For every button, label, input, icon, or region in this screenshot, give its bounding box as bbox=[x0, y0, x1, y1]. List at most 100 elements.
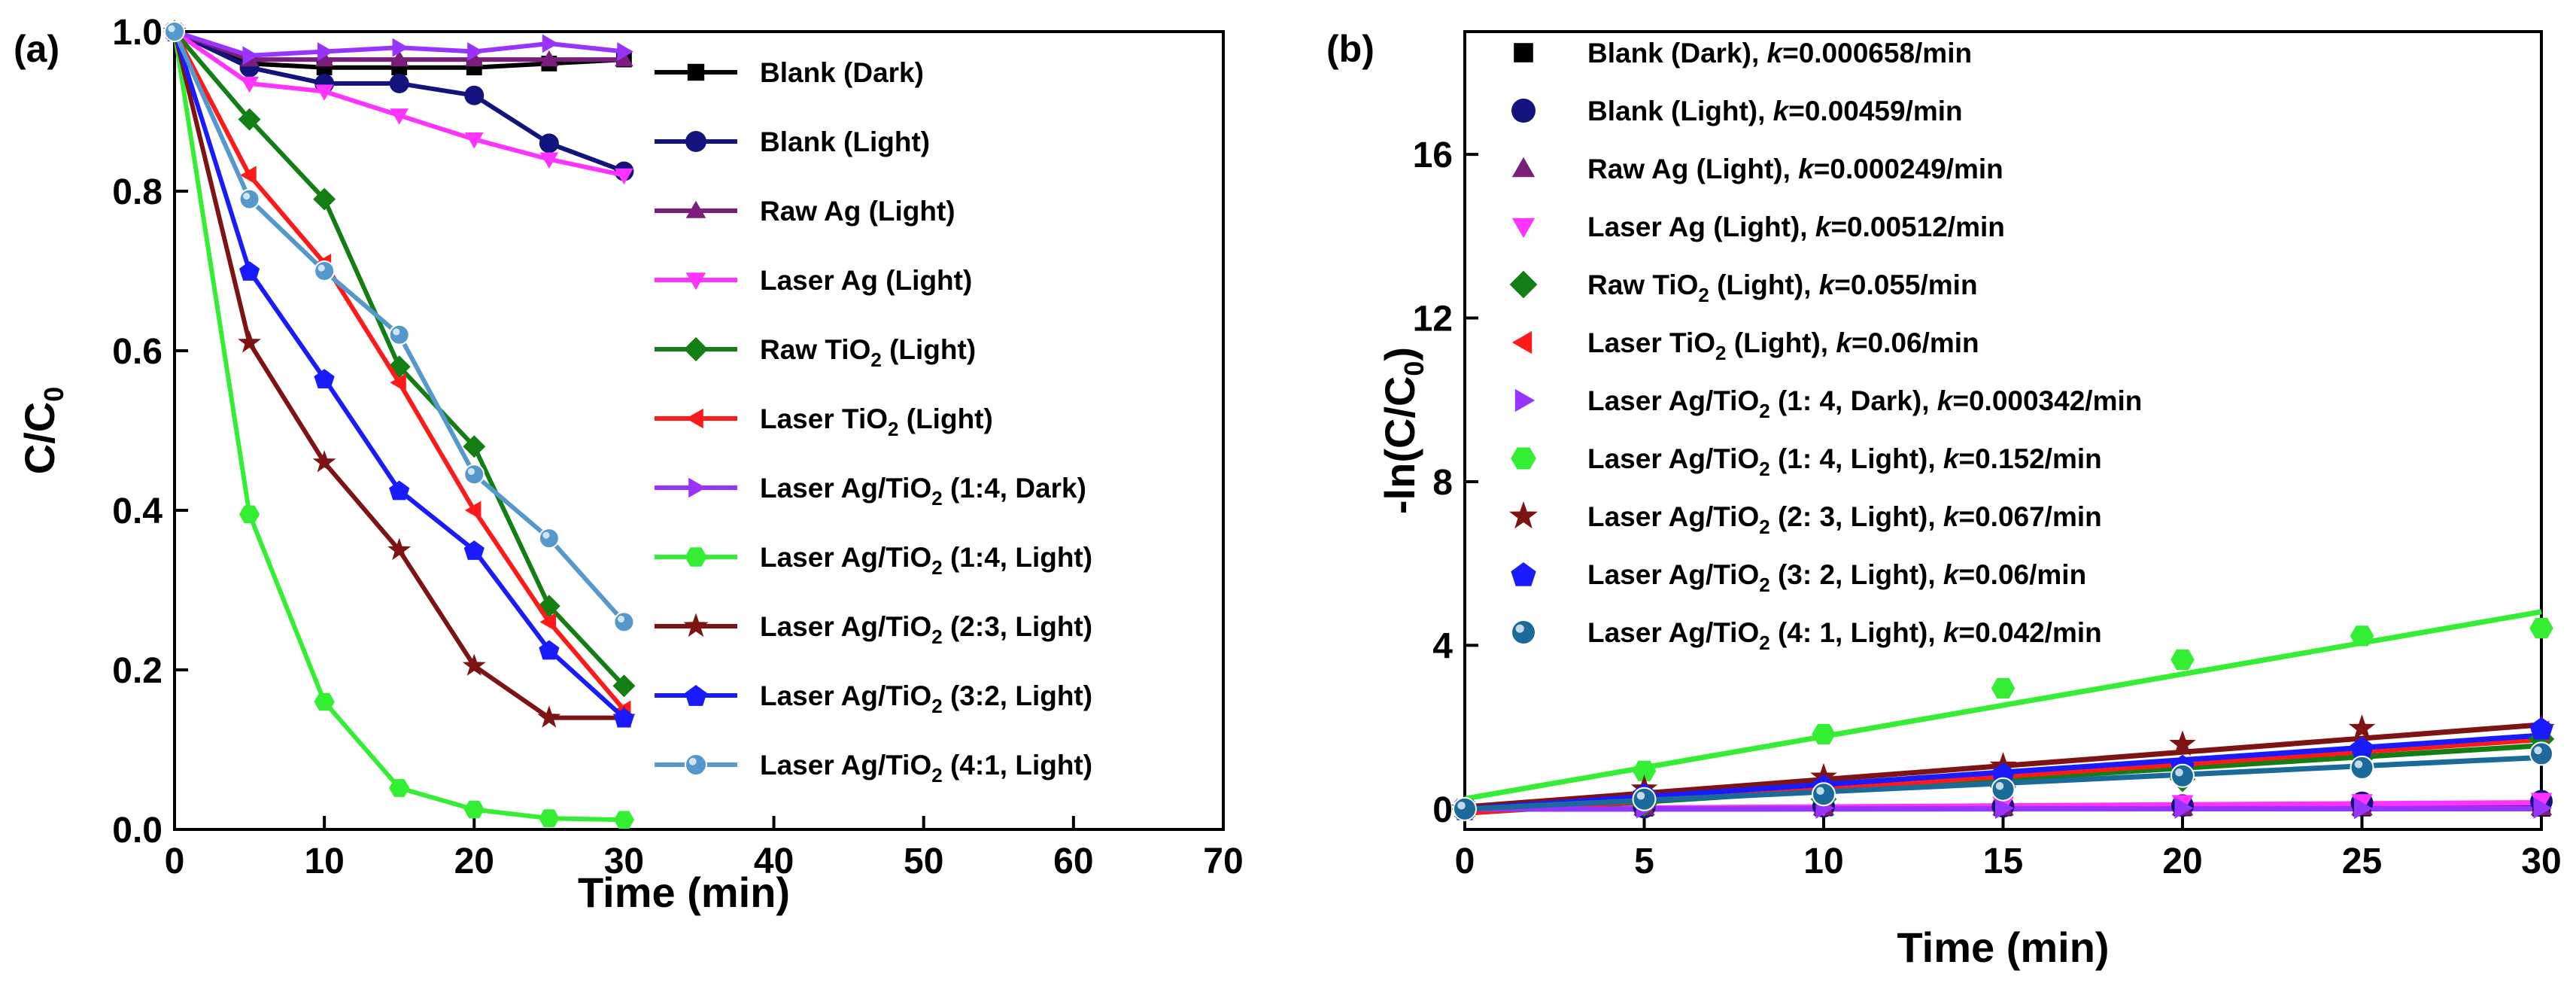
data-point bbox=[2348, 714, 2376, 740]
legend-item-b: Laser Ag/TiO2 (3: 2, Light), k=0.06/min bbox=[1511, 559, 2086, 596]
legend-label: Laser Ag/TiO2 (4: 1, Light), k=0.042/min bbox=[1587, 617, 2102, 654]
legend-marker bbox=[1511, 619, 1536, 645]
data-point bbox=[463, 800, 485, 819]
legend-marker bbox=[685, 200, 706, 218]
data-point bbox=[1991, 677, 2016, 699]
panel-a-label: (a) bbox=[14, 28, 59, 70]
data-point-highlight bbox=[617, 615, 625, 623]
legend-marker bbox=[685, 408, 703, 429]
series-b-laser_41_b bbox=[1453, 741, 2553, 821]
data-point bbox=[387, 537, 412, 561]
x-tick-label: 40 bbox=[754, 841, 794, 881]
legend-marker bbox=[1511, 330, 1533, 355]
data-point bbox=[542, 34, 559, 53]
legend-label: Laser Ag/TiO2 (3:2, Light) bbox=[760, 680, 1092, 717]
legend-marker-highlight bbox=[688, 757, 697, 765]
series-a-laser_14_light bbox=[164, 23, 635, 829]
data-point bbox=[390, 108, 409, 125]
data-point-highlight bbox=[1457, 802, 1466, 810]
y-tick-label: 1.0 bbox=[112, 13, 163, 53]
data-point bbox=[2533, 797, 2553, 819]
legend-item-b: Laser Ag/TiO2 (1: 4, Dark), k=0.000342/m… bbox=[1514, 385, 2142, 422]
x-tick-label: 10 bbox=[1803, 841, 1843, 881]
legend-label: Laser Ag/TiO2 (2: 3, Light), k=0.067/min bbox=[1587, 501, 2102, 538]
legend-marker-highlight bbox=[1515, 624, 1524, 633]
data-point bbox=[613, 708, 634, 728]
legend-marker bbox=[1511, 447, 1536, 470]
data-point bbox=[613, 811, 635, 829]
data-point bbox=[389, 480, 410, 501]
panel-b-label: (b) bbox=[1326, 28, 1375, 70]
y-axis-title-b: -ln(C/C0) bbox=[1376, 347, 1429, 514]
data-point bbox=[2354, 797, 2373, 820]
data-point bbox=[463, 464, 485, 485]
data-point bbox=[240, 76, 259, 93]
legend-label: Laser Ag (Light) bbox=[760, 265, 972, 296]
y-tick-label: 0.6 bbox=[112, 332, 163, 372]
data-point bbox=[314, 84, 334, 101]
data-point bbox=[314, 692, 335, 711]
data-point bbox=[2350, 625, 2374, 647]
legend-label: Blank (Dark) bbox=[760, 57, 924, 88]
data-point bbox=[539, 809, 560, 827]
data-point bbox=[1453, 796, 1477, 821]
data-point bbox=[1995, 797, 2014, 819]
data-point bbox=[537, 595, 560, 618]
data-point bbox=[238, 188, 260, 210]
legend-item-a: Laser Ag/TiO2 (2:3, Light) bbox=[655, 611, 1092, 648]
legend-label: Laser Ag/TiO2 (1: 4, Dark), k=0.000342/m… bbox=[1587, 385, 2142, 422]
y-tick-label: 0.2 bbox=[112, 651, 163, 691]
y-tick-label: 4 bbox=[1432, 626, 1453, 666]
y-tick-label: 12 bbox=[1413, 300, 1453, 339]
legend-label: Blank (Light), k=0.00459/min bbox=[1587, 96, 1963, 126]
legend-label: Laser Ag/TiO2 (3: 2, Light), k=0.06/min bbox=[1587, 559, 2086, 596]
series-line bbox=[172, 31, 624, 823]
data-point bbox=[2170, 649, 2195, 671]
legend-label: Laser Ag/TiO2 (2:3, Light) bbox=[760, 611, 1092, 648]
data-point bbox=[613, 611, 635, 633]
panel-b-legend: Blank (Dark), k=0.000658/min Blank (Light… bbox=[1509, 38, 2142, 654]
data-point bbox=[1812, 723, 1836, 744]
data-point bbox=[615, 168, 633, 185]
data-point-highlight bbox=[393, 328, 400, 336]
x-tick-label: 0 bbox=[165, 841, 185, 881]
legend-label: Raw TiO2 (Light) bbox=[760, 334, 976, 371]
legend-label: Raw TiO2 (Light), k=0.055/min bbox=[1587, 269, 1978, 306]
legend-item-a: Blank (Dark) bbox=[655, 57, 924, 88]
data-point-highlight bbox=[542, 531, 550, 539]
legend-marker bbox=[1511, 562, 1536, 586]
legend-marker bbox=[685, 131, 706, 152]
plot-frame-b bbox=[1463, 30, 2543, 831]
x-tick-label: 30 bbox=[604, 841, 644, 881]
legend-label: Laser TiO2 (Light) bbox=[760, 403, 993, 440]
data-point bbox=[238, 505, 260, 524]
x-tick-label: 5 bbox=[1634, 841, 1654, 881]
data-point bbox=[2529, 741, 2553, 766]
data-point bbox=[539, 640, 560, 660]
legend-marker bbox=[1511, 99, 1536, 123]
legend-item-b: Laser Ag/TiO2 (4: 1, Light), k=0.042/min bbox=[1511, 617, 2102, 654]
data-point bbox=[617, 42, 633, 61]
data-point bbox=[389, 779, 410, 797]
legend-marker bbox=[1509, 501, 1538, 529]
data-point bbox=[2350, 755, 2374, 780]
data-point bbox=[238, 108, 261, 131]
chart-panel-b: (b) 0 5 10 15 20 25 30 0 4 8 12 16 Time (min) -ln(C/C… bbox=[1326, 28, 2562, 971]
legend-label: Laser TiO2 (Light), k=0.06/min bbox=[1587, 327, 1979, 364]
data-point bbox=[238, 330, 261, 353]
legend-item-b: Laser TiO2 (Light), k=0.06/min bbox=[1511, 327, 1979, 364]
legend-marker bbox=[1511, 157, 1536, 178]
legend-item-a: Laser TiO2 (Light) bbox=[655, 403, 993, 440]
data-point-highlight bbox=[1995, 781, 2004, 790]
data-point bbox=[240, 166, 257, 185]
legend-item-a: Laser Ag/TiO2 (4:1, Light) bbox=[655, 750, 1092, 787]
legend-label: Raw Ag (Light) bbox=[760, 196, 955, 227]
y-tick-label: 0.8 bbox=[112, 172, 163, 212]
legend-marker bbox=[688, 477, 706, 498]
data-point bbox=[463, 435, 486, 458]
y-tick-label: 0.4 bbox=[112, 491, 163, 531]
x-axis-title-a: Time (min) bbox=[578, 869, 790, 916]
y-tick-label: 16 bbox=[1413, 135, 1453, 175]
data-point bbox=[615, 50, 633, 67]
